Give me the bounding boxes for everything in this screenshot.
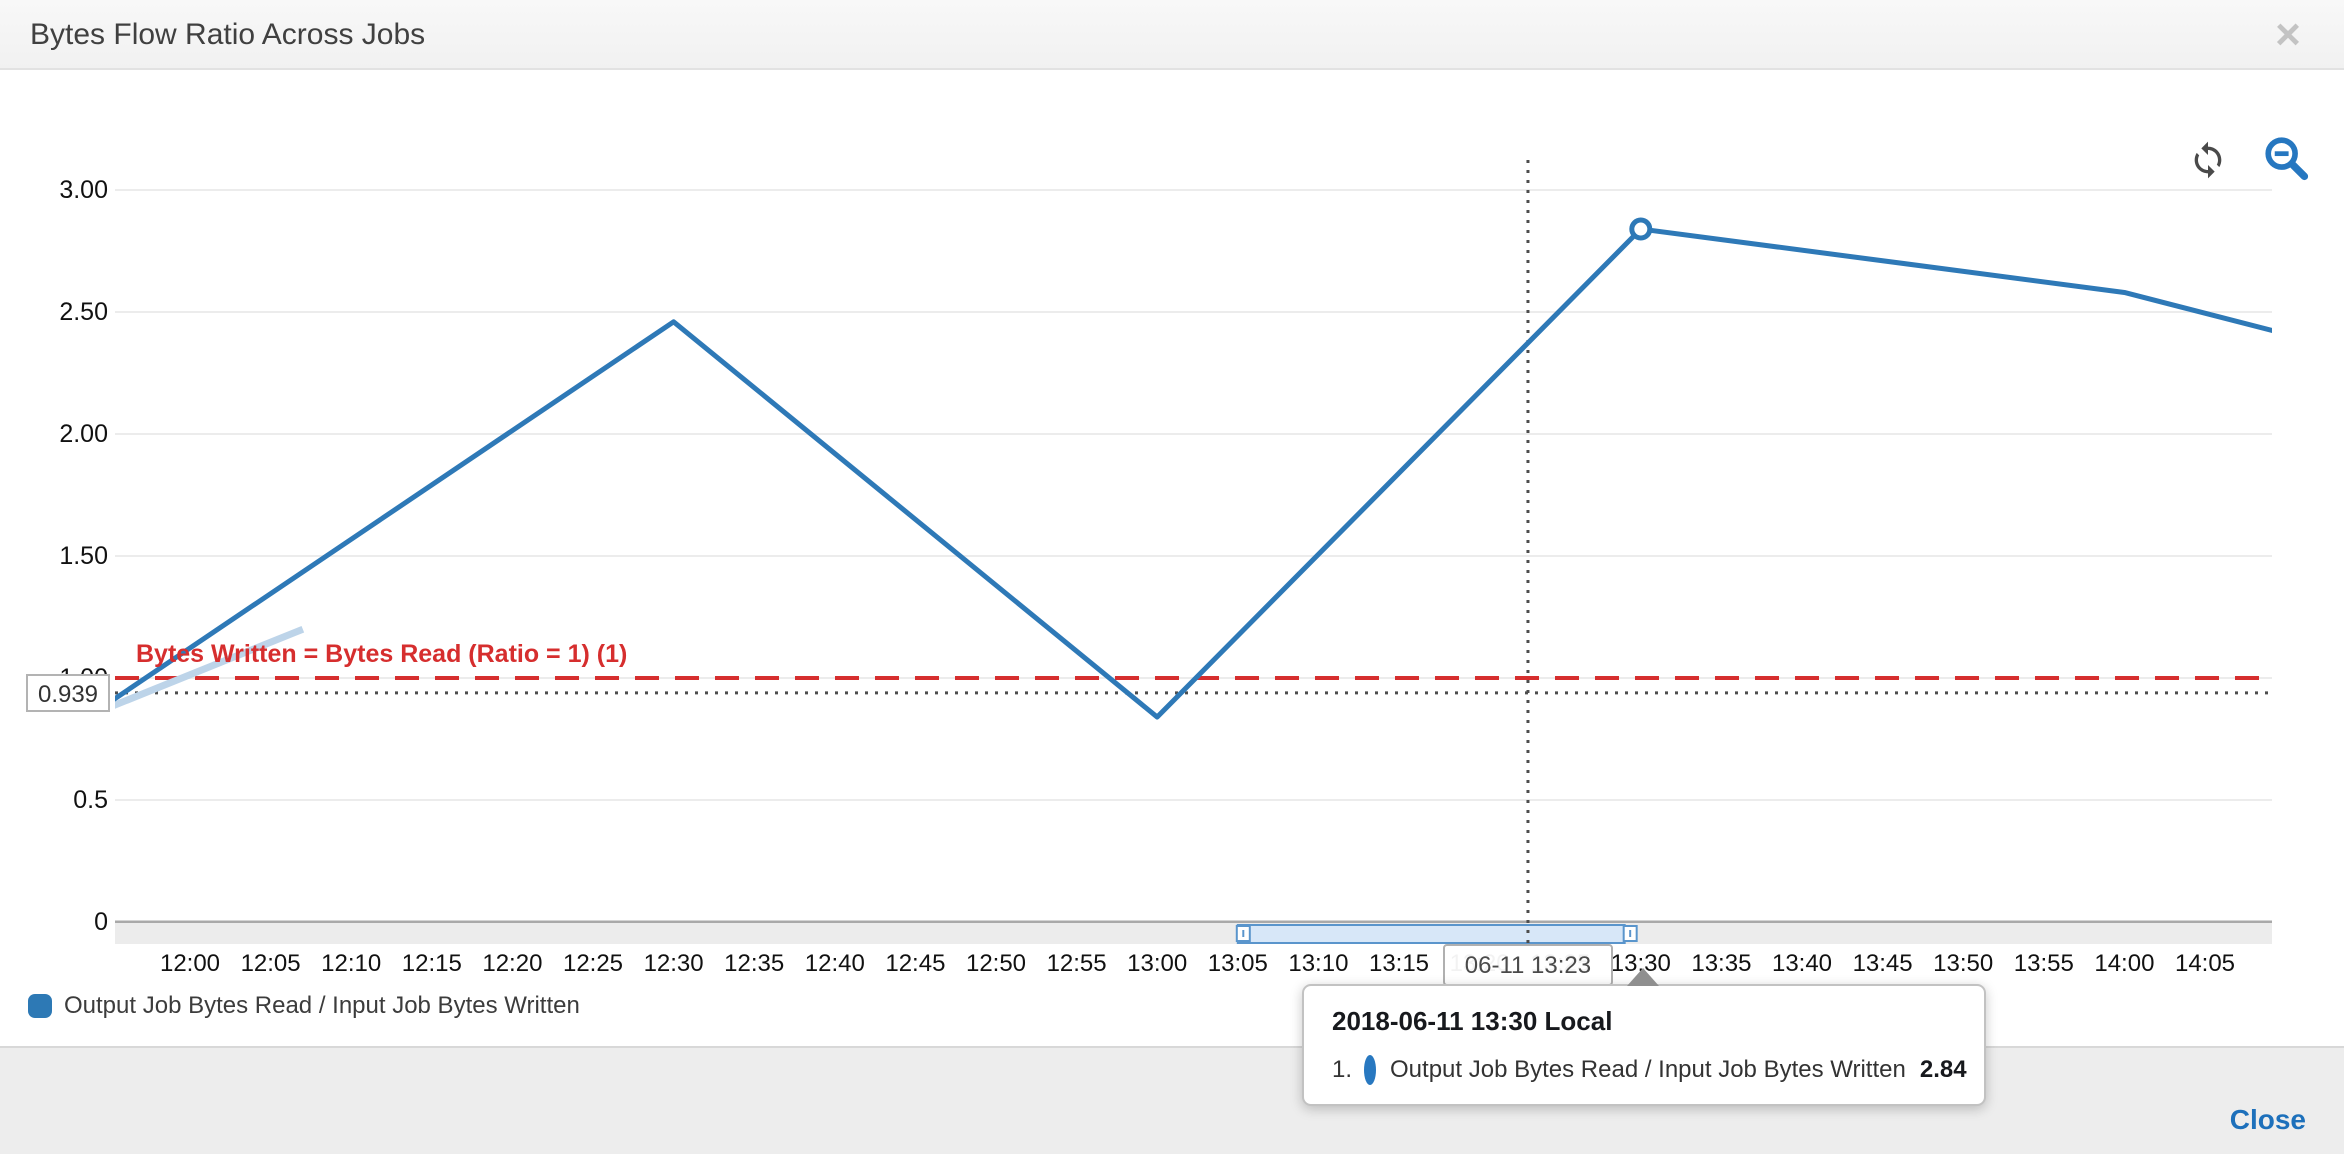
x-tick-label: 12:25 [562, 950, 624, 977]
datapoint-tooltip: 2018-06-11 13:30 Local 1. Output Job Byt… [1302, 968, 1986, 1106]
series-marker-icon [1364, 1055, 1377, 1085]
legend-label: Output Job Bytes Read / Input Job Bytes … [64, 992, 580, 1019]
tooltip-title: 2018-06-11 13:30 Local [1332, 1006, 1613, 1036]
x-tick-label: 13:00 [1127, 950, 1188, 977]
x-tick-label: 12:45 [885, 950, 946, 977]
series-marker [1629, 217, 1653, 241]
legend-swatch [28, 994, 52, 1018]
y-tick-label: 2.00 [59, 420, 108, 448]
y-tick-label: 1.50 [59, 542, 108, 570]
legend-item[interactable]: Output Job Bytes Read / Input Job Bytes … [28, 992, 580, 1020]
x-tick-label: 13:50 [1933, 950, 1994, 977]
refresh-icon[interactable] [2188, 140, 2228, 180]
tooltip-arrow-icon [1627, 968, 1659, 986]
x-tick-label: 12:40 [804, 950, 865, 977]
y-tick-label: 2.50 [59, 298, 108, 326]
x-cursor-value-box: 06-11 13:23 [1442, 944, 1613, 986]
y-tick-label: 0 [94, 908, 108, 936]
x-tick-label: 13:05 [1207, 950, 1268, 977]
dialog-footer: Close [0, 1046, 2344, 1154]
x-tick-label: 12:20 [482, 950, 543, 977]
faint-series-segment [115, 625, 305, 709]
dialog-header: Bytes Flow Ratio Across Jobs × [0, 0, 2344, 70]
x-tick-label: 12:30 [643, 950, 704, 977]
x-tick-label: 12:15 [401, 950, 462, 977]
dialog-title: Bytes Flow Ratio Across Jobs [30, 18, 426, 51]
brush-strip [115, 923, 2272, 944]
x-tick-label: 12:00 [159, 950, 221, 977]
x-tick-label: 13:55 [2013, 950, 2074, 977]
x-tick-label: 12:05 [240, 950, 301, 977]
y-tick-label: 0.5 [73, 786, 108, 814]
x-tick-label: 12:50 [965, 950, 1027, 977]
x-tick-label: 14:00 [2094, 950, 2155, 977]
x-tick-label: 12:10 [321, 950, 382, 977]
zoom-out-icon[interactable] [2260, 132, 2312, 184]
close-button[interactable]: Close [2229, 1104, 2306, 1135]
x-tick-label: 12:35 [724, 950, 785, 977]
x-tick-label: 13:35 [1691, 950, 1752, 977]
y-cursor-value-box: 0.939 [26, 673, 110, 712]
x-tick-label: 13:15 [1368, 950, 1430, 977]
tooltip-row-value: 2.84 [1919, 1056, 1967, 1083]
tooltip-row-index: 1. [1332, 1056, 1353, 1083]
brush-selection[interactable] [1236, 924, 1626, 944]
x-tick-label: 13:40 [1771, 950, 1833, 977]
y-tick-label: 3.00 [59, 176, 108, 204]
annotation-label: Bytes Written = Bytes Read (Ratio = 1) (… [136, 640, 628, 668]
x-tick-label: 14:05 [2174, 950, 2236, 977]
x-tick-label: 13:45 [1852, 950, 1913, 977]
x-tick-label: 12:55 [1046, 950, 1107, 977]
tooltip-row: 1. Output Job Bytes Read / Input Job Byt… [1332, 1055, 1967, 1085]
series-line [115, 226, 2272, 720]
tooltip-row-label: Output Job Bytes Read / Input Job Bytes … [1390, 1056, 1906, 1083]
x-tick-label: 13:10 [1288, 950, 1349, 977]
close-icon[interactable]: × [2275, 10, 2301, 59]
